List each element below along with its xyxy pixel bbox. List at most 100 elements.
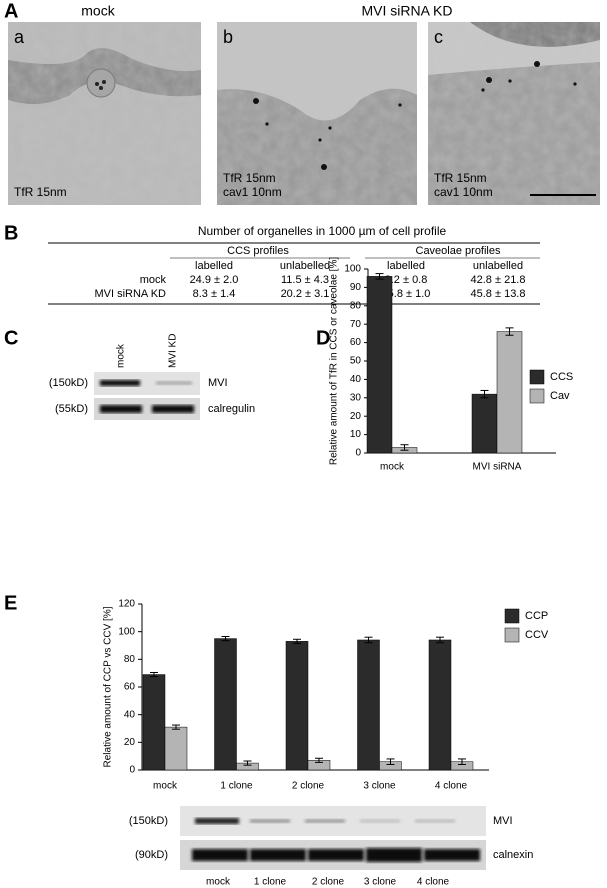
x-tick-label: mock (153, 781, 178, 792)
bar (214, 638, 237, 771)
image-caption: TfR 15nm (223, 171, 276, 185)
table-cell: 45.8 ± 13.8 (471, 288, 526, 300)
blot-band (308, 849, 364, 861)
legend-swatch (529, 369, 545, 385)
band-size: (150kD) (49, 377, 88, 389)
y-tick-label: 40 (350, 374, 362, 385)
micrograph (217, 22, 417, 205)
y-tick-label: 60 (124, 682, 136, 693)
band-size: (55kD) (55, 403, 88, 415)
table-cell: 8.3 ± 1.4 (193, 288, 236, 300)
error-bar (221, 636, 230, 642)
blot-band (424, 849, 480, 861)
table-title: Number of organelles in 1000 µm of cell … (198, 224, 447, 238)
lane-label: 3 clone (364, 877, 397, 888)
band-size: (150kD) (129, 815, 168, 827)
band-protein: calregulin (208, 403, 255, 415)
error-bar (243, 760, 252, 766)
micrograph (428, 22, 600, 205)
blot-band (152, 405, 194, 413)
y-axis-label: Relative amount of CCP vs CCV [%] (103, 606, 114, 767)
band-protein: MVI (208, 377, 228, 389)
y-tick-label: 100 (118, 626, 135, 637)
bar (496, 331, 523, 454)
blot-band (100, 405, 142, 413)
blot-band (415, 819, 455, 823)
table-cell: 15.8 ± 1.0 (382, 288, 431, 300)
panel-header: MVI siRNA KD (361, 3, 452, 19)
image-letter: a (14, 27, 25, 47)
error-bar (375, 273, 384, 280)
panel-letter: B (4, 222, 18, 244)
error-bar (480, 389, 489, 399)
blot-band (305, 819, 345, 823)
table-row-label: mock (140, 274, 167, 286)
image-letter: b (223, 27, 233, 47)
table-column: unlabelled (280, 260, 330, 272)
table-column: unlabelled (473, 260, 523, 272)
image-caption: cav1 10nm (223, 185, 282, 199)
y-tick-label: 10 (350, 429, 362, 440)
error-bar (364, 636, 373, 644)
error-bar (293, 638, 301, 644)
legend-label: CCP (525, 610, 548, 622)
micrograph (8, 22, 201, 205)
error-bar (436, 636, 444, 644)
x-tick-label: 4 clone (435, 781, 468, 792)
y-tick-label: 90 (350, 282, 362, 293)
lane-label: 4 clone (417, 877, 450, 888)
y-tick-label: 40 (124, 709, 136, 720)
y-tick-label: 60 (350, 337, 362, 348)
legend-label: Cav (550, 390, 570, 402)
lane-label: mock (116, 343, 127, 368)
table-cell: 20.2 ± 3.1 (281, 288, 330, 300)
x-tick-label: 2 clone (292, 781, 325, 792)
y-tick-label: 50 (350, 356, 362, 367)
image-letter: c (434, 27, 443, 47)
error-bar (150, 671, 158, 678)
blot-band (250, 849, 306, 861)
panel-letter: C (4, 327, 18, 349)
y-tick-label: 70 (350, 319, 362, 330)
table-row-label: MVI siRNA KD (94, 288, 166, 300)
blot-band (360, 819, 400, 823)
band-protein: calnexin (493, 849, 533, 861)
y-tick-label: 80 (350, 300, 362, 311)
image-caption: TfR 15nm (434, 171, 487, 185)
blot-band (195, 818, 239, 824)
y-tick-label: 30 (350, 392, 362, 403)
x-tick-label: MVI siRNA (473, 462, 522, 473)
bar (471, 393, 498, 454)
table-column: labelled (387, 260, 425, 272)
image-caption: TfR 15nm (14, 185, 67, 199)
blot-band (250, 819, 290, 823)
table-cell: 42.8 ± 21.8 (471, 274, 526, 286)
bar (428, 639, 452, 771)
band-size: (90kD) (135, 849, 168, 861)
error-bar (386, 758, 395, 765)
blot (94, 372, 200, 395)
error-bar (505, 327, 514, 336)
table-cell: 24.9 ± 2.0 (190, 274, 239, 286)
legend-label: CCS (550, 371, 573, 383)
y-axis-label: Relative amount of TfR in CCS or caveola… (329, 257, 340, 465)
bar (366, 276, 393, 454)
band-protein: MVI (493, 815, 513, 827)
y-tick-label: 0 (355, 448, 361, 459)
table-group: CCS profiles (227, 245, 289, 257)
panel-header: mock (81, 3, 115, 19)
bar (285, 641, 309, 771)
image-caption: cav1 10nm (434, 185, 493, 199)
table-column: labelled (195, 260, 233, 272)
y-tick-label: 100 (344, 264, 361, 275)
panel-letter: A (4, 0, 18, 22)
lane-label: mock (206, 877, 231, 888)
x-tick-label: 1 clone (220, 781, 253, 792)
lane-label: MVI KD (168, 334, 179, 368)
table-group: Caveolae profiles (416, 245, 501, 257)
y-tick-label: 120 (118, 599, 135, 610)
bar (164, 726, 188, 771)
blot-band (156, 381, 192, 385)
